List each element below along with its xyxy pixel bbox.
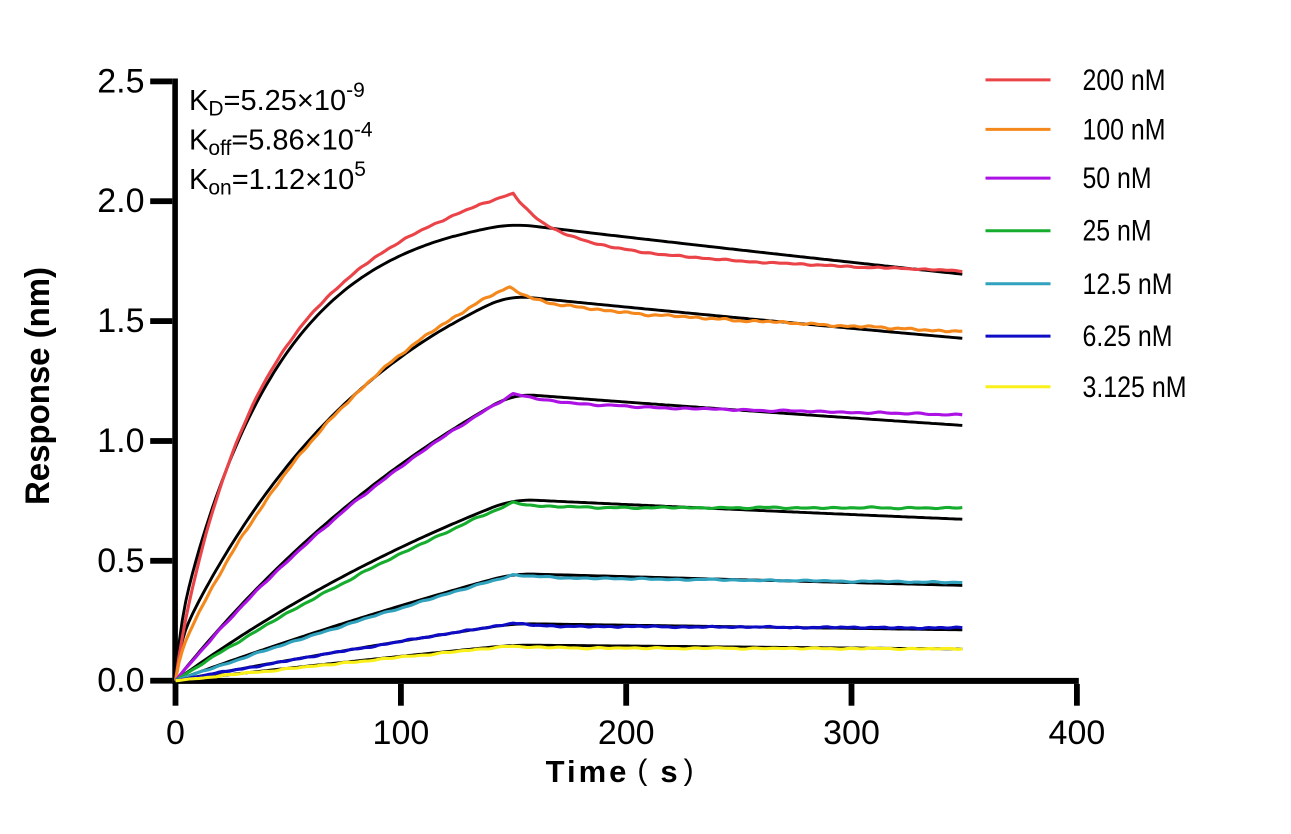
svg-text:2.0: 2.0	[97, 182, 144, 220]
svg-text:200: 200	[598, 714, 655, 752]
svg-text:6.25 nM: 6.25 nM	[1083, 320, 1173, 353]
svg-text:3.125 nM: 3.125 nM	[1083, 371, 1187, 404]
svg-text:1.5: 1.5	[97, 302, 144, 340]
svg-text:50 nM: 50 nM	[1083, 162, 1152, 195]
svg-text:100 nM: 100 nM	[1083, 113, 1166, 146]
svg-text:0.5: 0.5	[97, 542, 144, 580]
svg-text:Koff=5.86×10-4: Koff=5.86×10-4	[189, 118, 373, 160]
svg-text:400: 400	[1049, 714, 1106, 752]
svg-text:Time(s): Time(s)	[546, 754, 694, 789]
svg-text:0: 0	[166, 714, 185, 752]
svg-text:100: 100	[373, 714, 430, 752]
svg-text:12.5 nM: 12.5 nM	[1083, 268, 1173, 301]
svg-text:300: 300	[823, 714, 880, 752]
svg-text:1.0: 1.0	[97, 422, 144, 460]
svg-text:25 nM: 25 nM	[1083, 215, 1152, 248]
svg-text:Response (nm): Response (nm)	[19, 267, 57, 505]
svg-text:0.0: 0.0	[97, 662, 144, 700]
svg-text:2.5: 2.5	[97, 62, 144, 100]
svg-text:200 nM: 200 nM	[1083, 64, 1166, 97]
